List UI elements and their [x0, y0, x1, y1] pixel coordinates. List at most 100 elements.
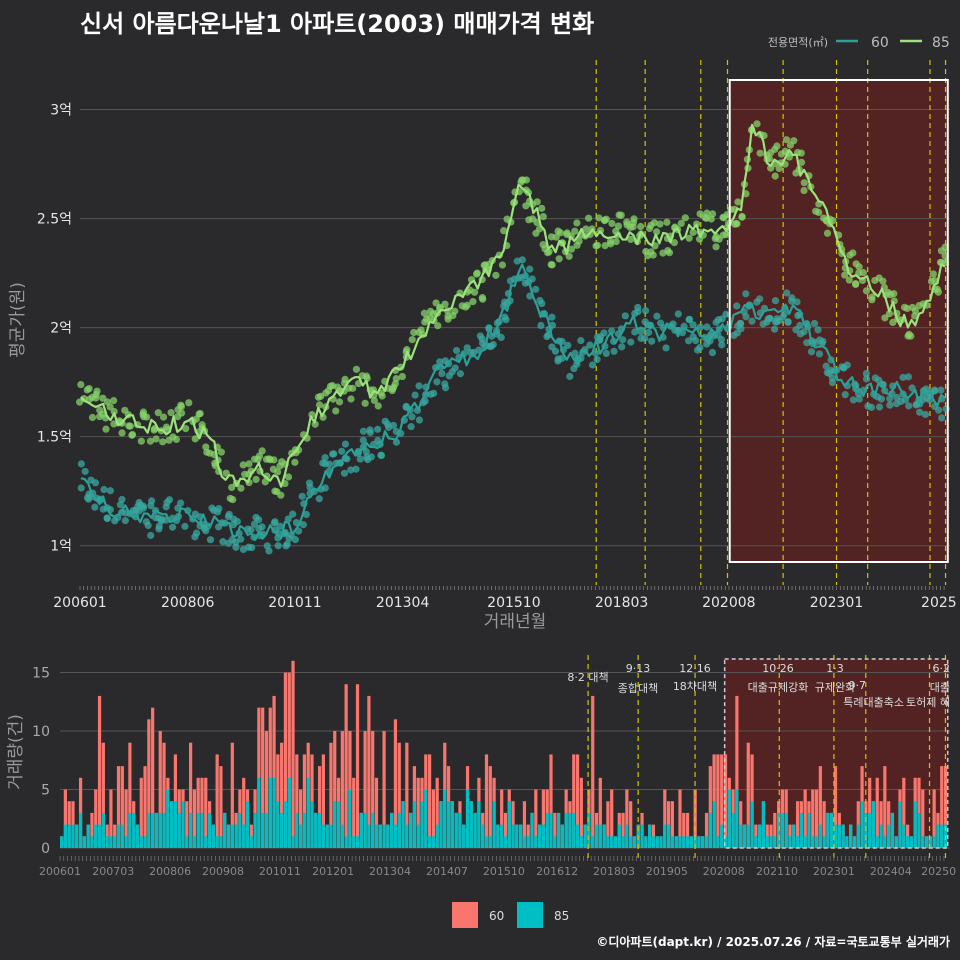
volume-bar-85 — [845, 836, 849, 848]
scatter-point-85 — [797, 158, 806, 166]
volume-bar-85 — [431, 836, 436, 848]
volume-bar-60 — [833, 766, 838, 848]
volume-bar-85 — [291, 836, 295, 848]
volume-bar-85 — [917, 812, 921, 848]
volume-bar-85 — [883, 836, 887, 848]
volume-bar-60 — [147, 719, 151, 848]
volume-bar-85 — [200, 812, 204, 848]
scatter-point-60 — [621, 312, 629, 320]
volume-bar-85 — [890, 812, 895, 848]
volume-bar-85 — [473, 812, 477, 848]
volume-bar-85 — [314, 812, 318, 848]
scatter-point-60 — [600, 329, 608, 337]
scatter-point-85 — [317, 392, 325, 400]
volume-bar-85 — [541, 824, 546, 848]
y-tick-label: 3억 — [50, 103, 72, 119]
scatter-point-60 — [359, 436, 367, 444]
scatter-point-85 — [522, 176, 531, 184]
scatter-point-85 — [239, 461, 247, 469]
scatter-point-60 — [862, 369, 871, 378]
volume-bar-60 — [484, 754, 489, 848]
volume-bar-85 — [397, 812, 401, 848]
volume-y-tick-label: 0 — [41, 841, 50, 857]
volume-bar-60 — [610, 789, 614, 848]
scatter-point-85 — [539, 212, 547, 221]
scatter-point-60 — [255, 516, 263, 524]
volume-bar-85 — [443, 789, 447, 848]
volume-bar-60 — [329, 742, 333, 848]
volume-bar-85 — [371, 812, 375, 848]
policy-annotation-label: 토허제 해 — [906, 695, 950, 709]
scatter-point-85 — [601, 242, 609, 250]
volume-bar-85 — [685, 836, 690, 848]
volume-panel: 0 5 10 15 8·2 대책 9·13 종합대책 12·16 18차대책 10·26 대출규제강… — [6, 655, 956, 928]
scatter-point-85 — [573, 241, 581, 249]
policy-annotation-label: 대출 — [930, 681, 950, 694]
scatter-point-60 — [367, 453, 375, 461]
scatter-point-85 — [177, 409, 186, 417]
volume-bar-85 — [784, 812, 788, 848]
scatter-point-85 — [800, 179, 808, 187]
scatter-point-85 — [229, 495, 237, 504]
scatter-point-85 — [273, 468, 282, 476]
scatter-point-60 — [248, 543, 256, 552]
scatter-point-85 — [849, 249, 857, 257]
scatter-point-85 — [182, 425, 190, 433]
scatter-point-60 — [783, 289, 791, 297]
volume-bar-85 — [720, 824, 724, 848]
scatter-point-85 — [172, 435, 181, 444]
scatter-point-60 — [558, 354, 566, 363]
scatter-point-85 — [884, 288, 892, 297]
scatter-point-60 — [718, 341, 726, 349]
volume-bar-85 — [651, 836, 656, 848]
scatter-point-60 — [276, 522, 284, 530]
volume-bar-85 — [90, 836, 94, 848]
volume-bar-60 — [192, 789, 196, 848]
scatter-point-60 — [641, 334, 649, 342]
volume-bar-85 — [666, 824, 671, 848]
volume-bar-60 — [902, 777, 906, 848]
volume-bar-60 — [90, 812, 94, 848]
volume-x-tick-label: 201201 — [312, 865, 354, 878]
volume-bar-60 — [124, 789, 128, 848]
volume-bar-60 — [219, 766, 223, 848]
volume-bar-85 — [659, 836, 663, 848]
volume-bar-85 — [204, 836, 208, 848]
volume-bar-60 — [435, 777, 439, 848]
scatter-point-85 — [473, 269, 481, 277]
scatter-point-60 — [374, 425, 382, 433]
volume-bar-60 — [431, 789, 436, 848]
scatter-point-60 — [247, 526, 255, 534]
volume-bar-85 — [280, 812, 284, 848]
volume-bar-85 — [500, 824, 504, 848]
scatter-point-60 — [815, 350, 824, 358]
volume-bar-85 — [856, 824, 860, 848]
scatter-point-60 — [773, 318, 781, 326]
scatter-point-85 — [584, 214, 593, 222]
scatter-point-60 — [430, 389, 438, 397]
volume-bar-85 — [295, 812, 299, 848]
scatter-point-60 — [202, 527, 210, 535]
volume-bar-85 — [621, 836, 625, 848]
scatter-point-85 — [152, 435, 160, 443]
volume-bar-85 — [245, 801, 250, 848]
volume-bar-85 — [257, 777, 261, 848]
scatter-point-60 — [784, 318, 792, 326]
volume-bar-85 — [780, 812, 785, 848]
scatter-point-85 — [498, 261, 507, 269]
series-line-85 — [80, 123, 946, 488]
scatter-point-60 — [717, 335, 726, 344]
volume-bar-85 — [462, 824, 466, 848]
volume-bar-85 — [86, 824, 90, 848]
volume-bar-85 — [302, 812, 307, 848]
volume-bar-85 — [860, 801, 864, 848]
page-title: 신서 아름다운나날1 아파트(2003) 매매가격 변화 — [80, 10, 595, 38]
scatter-point-85 — [374, 402, 382, 410]
legend-label-85: 85 — [932, 35, 950, 51]
volume-bar-85 — [670, 836, 675, 848]
scatter-point-60 — [298, 492, 306, 500]
scatter-point-85 — [137, 437, 145, 445]
scatter-point-60 — [756, 295, 764, 303]
scatter-point-85 — [202, 443, 210, 451]
x-axis-title: 거래년월 — [484, 612, 547, 632]
